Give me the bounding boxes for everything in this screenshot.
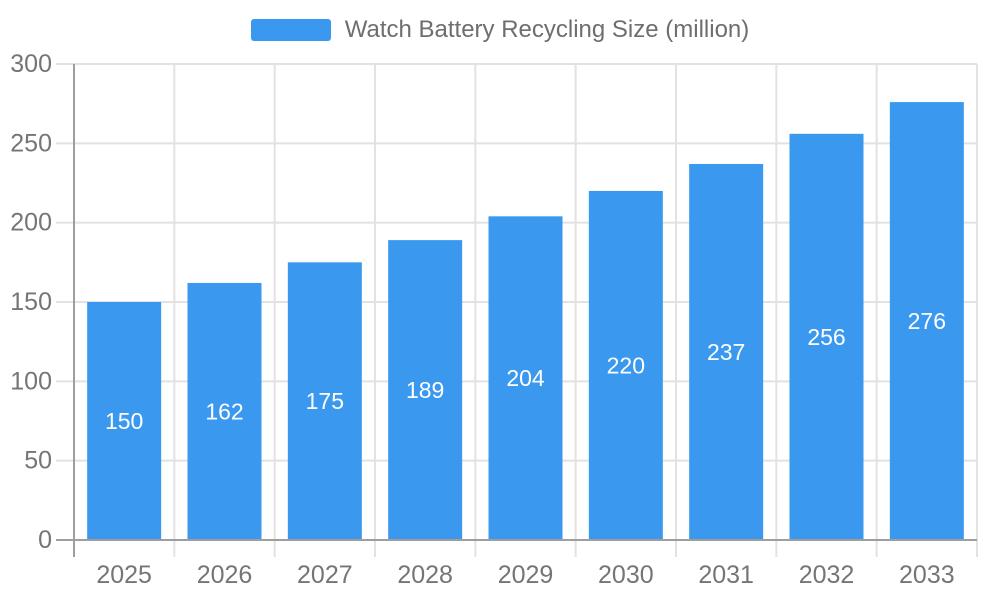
y-tick-label: 250: [10, 129, 52, 157]
bar-value-label: 162: [205, 398, 243, 424]
bar-2033[interactable]: [889, 102, 964, 540]
bar-2029[interactable]: [488, 216, 563, 540]
bar-2031[interactable]: [689, 163, 764, 540]
bar-2025[interactable]: [87, 302, 162, 540]
x-tick-label: 2026: [197, 561, 253, 589]
x-tick-label: 2025: [96, 561, 152, 589]
y-tick-label: 300: [10, 50, 52, 78]
bar-value-label: 220: [607, 352, 645, 378]
bar-2027[interactable]: [287, 262, 362, 540]
x-tick-label: 2032: [799, 561, 855, 589]
legend-item[interactable]: Watch Battery Recycling Size (million): [0, 16, 1000, 44]
x-tick-label: 2028: [397, 561, 453, 589]
x-tick-label: 2027: [297, 561, 353, 589]
x-tick-label: 2029: [498, 561, 554, 589]
bar-2030[interactable]: [588, 190, 663, 540]
bar-value-label: 256: [807, 324, 845, 350]
y-tick-label: 0: [38, 526, 52, 554]
bar-2032[interactable]: [789, 133, 864, 540]
bar-value-label: 175: [306, 388, 344, 414]
bar-2028[interactable]: [388, 240, 463, 540]
x-tick-label: 2033: [899, 561, 955, 589]
x-tick-label: 2030: [598, 561, 654, 589]
y-tick-label: 150: [10, 288, 52, 316]
y-tick-label: 100: [10, 367, 52, 395]
y-tick-label: 200: [10, 209, 52, 237]
x-tick-label: 2031: [698, 561, 754, 589]
y-tick-label: 50: [24, 447, 52, 475]
bar-value-label: 189: [406, 377, 444, 403]
bar-value-label: 150: [105, 408, 143, 434]
bar-2026[interactable]: [187, 282, 262, 540]
bar-value-label: 237: [707, 339, 745, 365]
bar-value-label: 204: [506, 365, 545, 391]
bar-value-label: 276: [908, 308, 946, 334]
legend-label: Watch Battery Recycling Size (million): [344, 16, 750, 43]
legend-swatch: [250, 19, 331, 41]
